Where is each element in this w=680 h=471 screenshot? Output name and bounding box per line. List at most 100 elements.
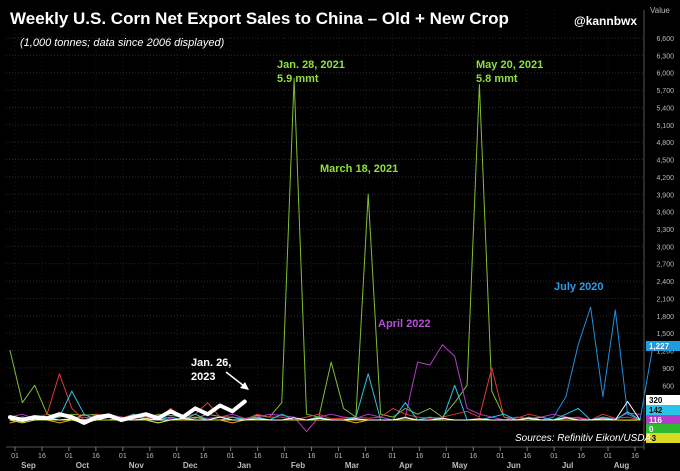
value-badge: 0 <box>646 424 680 434</box>
x-month-label: Jan <box>237 461 251 470</box>
x-day-label: 16 <box>631 453 639 460</box>
y-tick-label: 2,400 <box>656 279 674 286</box>
x-day-label: 16 <box>254 453 262 460</box>
x-day-label: 16 <box>92 453 100 460</box>
y-tick-label: 5,100 <box>656 123 674 130</box>
value-badge-label: 1,227 <box>649 342 670 351</box>
y-tick-label: 900 <box>662 366 674 373</box>
annotation-text: July 2020 <box>554 281 604 293</box>
x-day-label: 16 <box>146 453 154 460</box>
x-month-label: Oct <box>76 461 90 470</box>
y-tick-label: 6,600 <box>656 36 674 43</box>
x-month-label: Jul <box>562 461 574 470</box>
value-badge: 320 <box>646 395 680 405</box>
handle: @kannbwx <box>574 14 637 28</box>
gridlines <box>6 10 644 447</box>
x-day-label: 01 <box>281 453 289 460</box>
x-day-label: 01 <box>11 453 19 460</box>
chart-title: Weekly U.S. Corn Net Export Sales to Chi… <box>10 9 509 28</box>
x-day-label: 01 <box>442 453 450 460</box>
value-badge-bg <box>646 433 680 443</box>
x-day-label: 16 <box>415 453 423 460</box>
series-line <box>9 419 641 424</box>
y-axis-label: Value <box>650 6 670 15</box>
value-badge-bg <box>646 405 680 415</box>
y-tick-label: 3,300 <box>656 227 674 234</box>
x-month-label: Mar <box>345 461 359 470</box>
annotation-arrowhead <box>240 382 249 390</box>
value-badge-label: 116 <box>649 416 662 425</box>
x-day-label: 16 <box>469 453 477 460</box>
value-badge-bg <box>646 395 680 405</box>
y-tick-label: 1,800 <box>656 314 674 321</box>
value-badge-label: -3 <box>649 434 657 443</box>
x-day-label: 01 <box>550 453 558 460</box>
value-badge-label: 320 <box>649 396 663 405</box>
x-day-label: 01 <box>604 453 612 460</box>
annotation-text: Jan. 26, <box>191 357 231 369</box>
y-axis: 6,600 6,300 6,000 5,700 5,400 5,100 4,800 4,500… <box>643 10 674 450</box>
y-tick-label: 5,700 <box>656 88 674 95</box>
y-tick-label: 4,800 <box>656 140 674 147</box>
x-day-label: 16 <box>38 453 46 460</box>
y-tick-label: 2,700 <box>656 262 674 269</box>
value-badge: 1,227 <box>646 341 680 351</box>
x-day-label: 16 <box>577 453 585 460</box>
x-month-label: Apr <box>399 461 413 470</box>
x-day-label: 01 <box>335 453 343 460</box>
value-badge-bg <box>646 424 680 434</box>
x-day-label: 01 <box>496 453 504 460</box>
x-month-label: Jun <box>507 461 521 470</box>
annotation-arrow <box>225 371 245 387</box>
x-month-label: May <box>452 461 468 470</box>
y-tick-label: 3,600 <box>656 210 674 217</box>
value-badge-label: 0 <box>649 425 654 434</box>
x-month-label: Aug <box>614 461 630 470</box>
annotation-text: May 20, 2021 <box>476 59 543 71</box>
value-badge: 116 <box>646 415 680 425</box>
x-day-label: 01 <box>173 453 181 460</box>
y-tick-label: 5,400 <box>656 105 674 112</box>
x-month-label: Nov <box>129 461 145 470</box>
x-day-label: 16 <box>362 453 370 460</box>
annotation-text: 5.8 mmt <box>476 73 518 85</box>
x-month-label: Dec <box>183 461 198 470</box>
value-badge: 142 <box>646 405 680 415</box>
y-tick-label: 6,000 <box>656 71 674 78</box>
y-tick-label: 3,000 <box>656 244 674 251</box>
annotation-text: March 18, 2021 <box>320 163 398 175</box>
x-day-label: 01 <box>227 453 235 460</box>
y-tick-label: 4,500 <box>656 158 674 165</box>
y-tick-label: 1,500 <box>656 331 674 338</box>
x-day-label: 01 <box>388 453 396 460</box>
series-lines <box>8 78 653 433</box>
x-day-label: 01 <box>119 453 127 460</box>
value-badge-label: 142 <box>649 406 663 415</box>
subtitle: (1,000 tonnes; data since 2006 displayed… <box>20 37 225 49</box>
y-tick-label: 1,200 <box>656 349 674 356</box>
x-day-label: 16 <box>523 453 531 460</box>
y-tick-label: 3,900 <box>656 192 674 199</box>
annotation-text: 2023 <box>191 371 215 383</box>
y-tick-label: 600 <box>662 383 674 390</box>
x-month-label: Sep <box>21 461 36 470</box>
y-tick-label: 4,200 <box>656 175 674 182</box>
annotation-text: Jan. 28, 2021 <box>277 59 345 71</box>
value-badge: -3 <box>646 433 680 443</box>
series-line <box>8 399 247 425</box>
y-tick-label: 6,300 <box>656 53 674 60</box>
x-day-label: 01 <box>65 453 73 460</box>
annotation-text: 5.9 mmt <box>277 73 319 85</box>
value-badge-bg <box>646 415 680 425</box>
x-axis: 01 16 01 16 01 16 01 16 01 16 01 16 01 16 01 16 01 16 01 16… <box>6 446 644 470</box>
source-note: Sources: Refinitiv Eikon/USDA <box>515 433 651 444</box>
value-badge-bg <box>646 341 680 351</box>
y-tick-label: 2,100 <box>656 296 674 303</box>
annotation-text: April 2022 <box>378 318 431 330</box>
series-line <box>9 401 641 421</box>
x-day-label: 16 <box>200 453 208 460</box>
x-day-label: 16 <box>308 453 316 460</box>
x-month-label: Feb <box>291 461 305 470</box>
